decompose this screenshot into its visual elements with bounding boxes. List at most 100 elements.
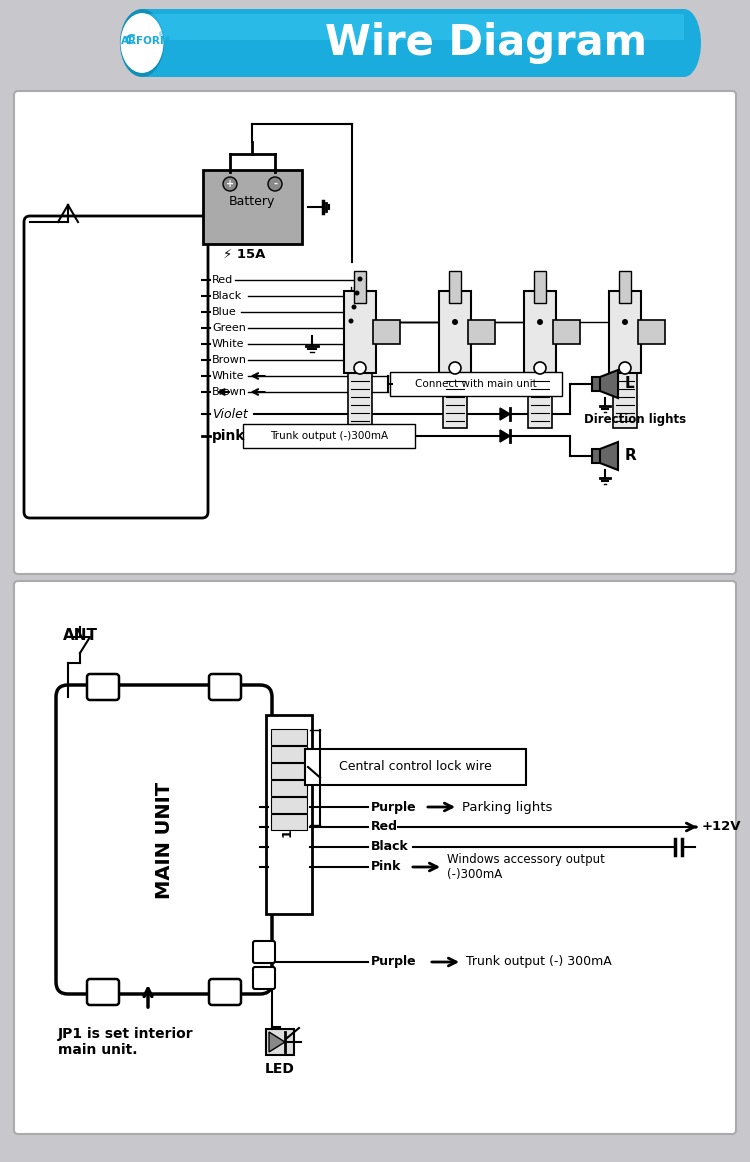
- Text: ⚡ 15A: ⚡ 15A: [223, 248, 266, 260]
- FancyBboxPatch shape: [271, 746, 307, 762]
- FancyBboxPatch shape: [266, 1030, 294, 1055]
- FancyBboxPatch shape: [619, 271, 631, 303]
- Text: Brown: Brown: [212, 387, 247, 397]
- FancyBboxPatch shape: [87, 674, 119, 700]
- Text: Battery: Battery: [229, 195, 275, 208]
- FancyBboxPatch shape: [439, 290, 471, 373]
- FancyBboxPatch shape: [243, 424, 415, 449]
- FancyBboxPatch shape: [373, 320, 400, 344]
- FancyBboxPatch shape: [203, 170, 302, 244]
- Text: Brown: Brown: [212, 356, 247, 365]
- Text: Blue: Blue: [212, 307, 237, 317]
- Text: ®: ®: [158, 33, 166, 38]
- FancyBboxPatch shape: [271, 797, 307, 813]
- Text: L: L: [625, 376, 634, 392]
- FancyBboxPatch shape: [524, 290, 556, 373]
- Text: pink: pink: [212, 429, 245, 443]
- FancyBboxPatch shape: [266, 715, 312, 914]
- FancyBboxPatch shape: [344, 290, 376, 373]
- Text: Connect with main unit: Connect with main unit: [416, 379, 537, 389]
- FancyBboxPatch shape: [253, 941, 275, 963]
- Polygon shape: [500, 430, 510, 442]
- Text: Central control lock wire: Central control lock wire: [339, 760, 491, 774]
- Text: Wire Diagram: Wire Diagram: [326, 22, 647, 64]
- FancyBboxPatch shape: [14, 581, 736, 1134]
- Circle shape: [268, 177, 282, 191]
- Ellipse shape: [121, 13, 164, 73]
- FancyBboxPatch shape: [390, 372, 562, 396]
- Text: White: White: [212, 339, 244, 349]
- Circle shape: [619, 363, 631, 374]
- FancyBboxPatch shape: [534, 271, 546, 303]
- Text: Red: Red: [371, 820, 398, 833]
- Text: Windows accessory output
(-)300mA: Windows accessory output (-)300mA: [447, 853, 604, 881]
- FancyBboxPatch shape: [209, 980, 241, 1005]
- Text: ANT: ANT: [63, 627, 98, 643]
- FancyBboxPatch shape: [449, 271, 461, 303]
- Bar: [592, 376, 600, 390]
- FancyBboxPatch shape: [271, 815, 307, 830]
- Circle shape: [449, 363, 461, 374]
- FancyBboxPatch shape: [348, 371, 372, 428]
- Text: Purple: Purple: [371, 801, 417, 813]
- Text: C: C: [125, 33, 135, 46]
- FancyBboxPatch shape: [142, 9, 684, 77]
- Circle shape: [223, 177, 237, 191]
- FancyBboxPatch shape: [609, 290, 641, 373]
- FancyBboxPatch shape: [209, 674, 241, 700]
- FancyBboxPatch shape: [253, 967, 275, 989]
- Polygon shape: [269, 1032, 285, 1052]
- Text: LED: LED: [265, 1062, 295, 1076]
- Text: Violet: Violet: [212, 408, 248, 421]
- FancyBboxPatch shape: [271, 729, 307, 745]
- Ellipse shape: [120, 9, 164, 77]
- Polygon shape: [600, 442, 618, 469]
- Text: Red: Red: [212, 275, 233, 285]
- FancyBboxPatch shape: [354, 271, 366, 303]
- Text: +12V: +12V: [702, 820, 742, 833]
- Circle shape: [355, 290, 359, 295]
- Circle shape: [537, 320, 543, 325]
- Circle shape: [358, 277, 362, 281]
- FancyBboxPatch shape: [443, 371, 467, 428]
- Polygon shape: [600, 370, 618, 399]
- Text: Trunk output (-) 300mA: Trunk output (-) 300mA: [466, 955, 612, 968]
- FancyBboxPatch shape: [24, 216, 208, 518]
- FancyBboxPatch shape: [56, 686, 272, 994]
- Text: R: R: [625, 449, 637, 464]
- Bar: [592, 449, 600, 462]
- FancyBboxPatch shape: [87, 980, 119, 1005]
- Text: Green: Green: [212, 323, 246, 333]
- Text: Trunk output (-)300mA: Trunk output (-)300mA: [270, 431, 388, 442]
- Text: Purple: Purple: [371, 955, 417, 968]
- FancyBboxPatch shape: [613, 371, 637, 428]
- FancyBboxPatch shape: [553, 320, 580, 344]
- Circle shape: [349, 318, 353, 323]
- Text: Direction lights: Direction lights: [584, 414, 686, 426]
- Text: JP1 is set interior
main unit.: JP1 is set interior main unit.: [58, 1027, 194, 1057]
- FancyBboxPatch shape: [305, 749, 526, 786]
- Text: Pink: Pink: [371, 861, 401, 874]
- Text: Black: Black: [212, 290, 242, 301]
- FancyBboxPatch shape: [271, 763, 307, 779]
- FancyBboxPatch shape: [142, 14, 684, 40]
- Text: Black: Black: [371, 840, 409, 854]
- FancyBboxPatch shape: [638, 320, 665, 344]
- Text: Parking lights: Parking lights: [462, 801, 552, 813]
- FancyBboxPatch shape: [468, 320, 495, 344]
- Circle shape: [452, 320, 458, 325]
- Text: 10 PIN: 10 PIN: [283, 792, 296, 838]
- Circle shape: [354, 363, 366, 374]
- Text: +: +: [226, 179, 234, 189]
- Circle shape: [352, 304, 356, 309]
- Text: White: White: [212, 371, 244, 381]
- FancyBboxPatch shape: [528, 371, 552, 428]
- FancyBboxPatch shape: [271, 780, 307, 796]
- Polygon shape: [500, 408, 510, 419]
- Circle shape: [534, 363, 546, 374]
- Circle shape: [622, 320, 628, 325]
- Text: -: -: [273, 179, 277, 189]
- Text: MAIN UNIT: MAIN UNIT: [154, 781, 173, 898]
- FancyBboxPatch shape: [14, 91, 736, 574]
- Text: ARFORM: ARFORM: [121, 36, 171, 46]
